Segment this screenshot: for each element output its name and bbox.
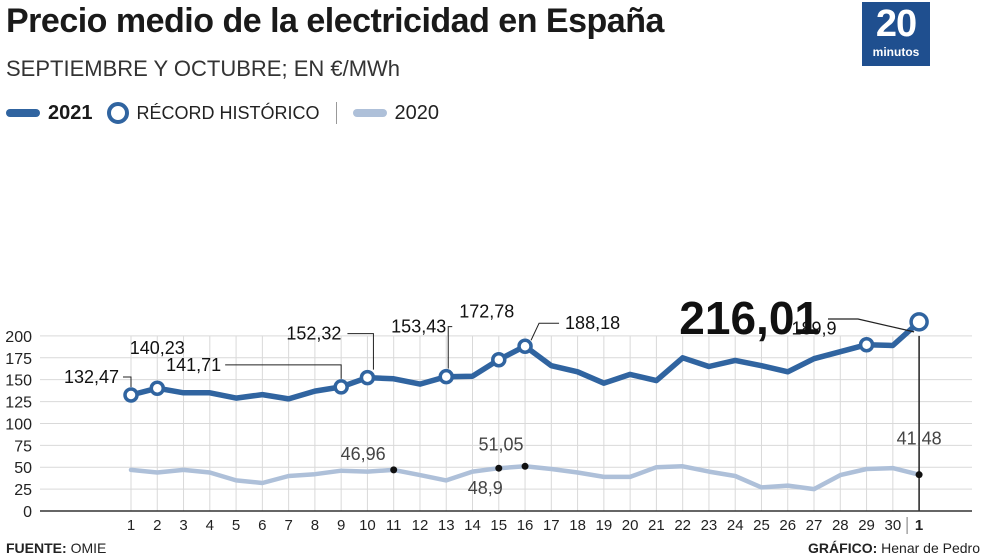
x-tick-label: 13 bbox=[438, 517, 455, 534]
credit-note: GRÁFICO: Henar de Pedro bbox=[808, 540, 980, 556]
legend-line-2020 bbox=[352, 109, 387, 117]
source-label: FUENTE: bbox=[6, 540, 67, 556]
data-label: 51,05 bbox=[479, 434, 524, 454]
data-label: 153,43 bbox=[391, 317, 446, 337]
x-tick-label: 5 bbox=[232, 517, 240, 534]
x-tick-label: 14 bbox=[464, 517, 481, 534]
y-tick-label: 175 bbox=[5, 351, 32, 368]
y-tick-label: 150 bbox=[5, 373, 32, 390]
brand-logo: 20 minutos bbox=[862, 2, 930, 66]
point-marker-2020 bbox=[521, 462, 529, 470]
chart-legend: 2021 RÉCORD HISTÓRICO 2020 bbox=[6, 98, 439, 128]
source-note: FUENTE: OMIE bbox=[6, 540, 106, 556]
record-marker-2021 bbox=[491, 351, 507, 368]
x-tick-label: 26 bbox=[779, 517, 796, 534]
point-marker-2020 bbox=[495, 464, 503, 472]
leader-line bbox=[530, 322, 560, 341]
x-tick-label: 29 bbox=[858, 517, 875, 534]
y-tick-label: 0 bbox=[23, 504, 32, 521]
x-tick-label: 4 bbox=[206, 517, 214, 534]
data-label: 152,32 bbox=[286, 324, 341, 344]
x-tick-label: 12 bbox=[412, 517, 429, 534]
y-tick-label: 50 bbox=[14, 460, 32, 477]
chart-subtitle: SEPTIEMBRE Y OCTUBRE; EN €/MWh bbox=[6, 56, 401, 81]
x-tick-label: 6 bbox=[258, 517, 266, 534]
logo-number: 20 bbox=[875, 3, 917, 45]
x-tick-label: 11 bbox=[386, 517, 402, 534]
data-label: 132,47 bbox=[64, 367, 119, 387]
x-tick-label: 8 bbox=[311, 517, 319, 534]
x-tick-label: 20 bbox=[622, 517, 639, 534]
x-tick-label: 7 bbox=[284, 517, 292, 534]
x-tick-label: 28 bbox=[832, 517, 849, 534]
record-marker-2021 bbox=[858, 336, 875, 353]
record-marker-2021 bbox=[359, 369, 376, 386]
record-marker-2021 bbox=[517, 338, 533, 354]
logo-word: minutos bbox=[872, 45, 920, 59]
x-tick-label: 15 bbox=[490, 517, 507, 534]
chart-title: Precio medio de la electricidad en Españ… bbox=[6, 2, 664, 40]
leader-line bbox=[225, 364, 342, 379]
legend-label-record: RÉCORD HISTÓRICO bbox=[136, 102, 320, 123]
record-marker-2021 bbox=[333, 379, 349, 395]
x-tick-label: 21 bbox=[648, 517, 665, 534]
legend-separator bbox=[335, 102, 337, 124]
data-label: 141,71 bbox=[166, 355, 221, 375]
leader-line bbox=[447, 326, 453, 369]
x-tick-label: 3 bbox=[179, 517, 187, 534]
data-label: 172,78 bbox=[459, 302, 514, 322]
data-label: 41,48 bbox=[897, 429, 942, 449]
legend-line-2021 bbox=[6, 109, 40, 117]
x-tick-label: 10 bbox=[359, 517, 376, 534]
x-tick-label: 17 bbox=[543, 517, 560, 534]
point-marker-2020 bbox=[390, 466, 398, 474]
x-tick-label: 22 bbox=[674, 517, 691, 534]
data-label: 46,96 bbox=[341, 444, 386, 464]
y-tick-label: 100 bbox=[5, 416, 32, 433]
point-marker-2020 bbox=[915, 471, 923, 479]
y-tick-label: 200 bbox=[5, 329, 32, 346]
x-tick-label: 19 bbox=[596, 517, 613, 534]
y-tick-label: 25 bbox=[14, 482, 32, 499]
legend-label-2020: 2020 bbox=[394, 101, 440, 124]
source-value: OMIE bbox=[70, 540, 107, 556]
record-marker-2021 bbox=[123, 387, 139, 403]
record-marker-2021 bbox=[909, 312, 929, 332]
data-label: 189,9 bbox=[792, 319, 837, 339]
record-marker-2021 bbox=[149, 380, 166, 396]
x-tick-label: 16 bbox=[517, 517, 534, 534]
legend-label-2021: 2021 bbox=[48, 101, 93, 124]
y-tick-label: 125 bbox=[5, 395, 32, 412]
data-label: 48,9 bbox=[468, 478, 503, 498]
x-tick-label: 1 bbox=[127, 517, 135, 534]
x-tick-label: 2 bbox=[153, 517, 161, 534]
x-tick-label: 27 bbox=[806, 517, 823, 534]
credit-value: Henar de Pedro bbox=[881, 540, 980, 556]
legend-record-marker bbox=[106, 102, 129, 124]
x-tick-label: 25 bbox=[753, 517, 770, 534]
y-tick-label: 75 bbox=[14, 438, 32, 455]
record-marker-2021 bbox=[438, 368, 454, 385]
leader-line bbox=[123, 376, 132, 388]
x-tick-label: 9 bbox=[337, 517, 345, 534]
credit-label: GRÁFICO: bbox=[808, 540, 878, 556]
data-label-record-big: 216,01 bbox=[679, 292, 820, 344]
leader-line bbox=[347, 333, 374, 370]
x-tick-label: 23 bbox=[701, 517, 718, 534]
data-label: 140,23 bbox=[130, 338, 185, 358]
x-tick-label: 1 bbox=[915, 517, 923, 534]
x-tick-label: 18 bbox=[569, 517, 586, 534]
data-label: 188,18 bbox=[565, 313, 620, 333]
leader-line bbox=[828, 318, 915, 333]
x-tick-label: 24 bbox=[727, 517, 744, 534]
x-tick-label: 30 bbox=[884, 517, 901, 534]
